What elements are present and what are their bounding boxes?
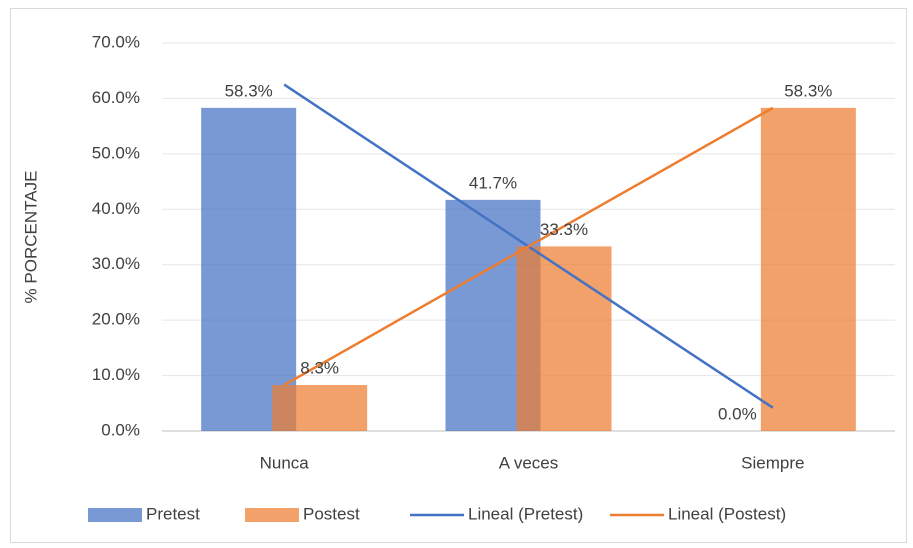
y-tick-label: 20.0%: [92, 310, 140, 329]
x-tick-label: Siempre: [741, 453, 804, 472]
y-tick-label: 30.0%: [92, 254, 140, 273]
bar: [516, 246, 612, 431]
y-tick-label: 70.0%: [92, 32, 140, 51]
bar: [760, 107, 856, 431]
data-label: 58.3%: [784, 81, 832, 100]
bar: [272, 384, 368, 431]
y-tick-label: 40.0%: [92, 199, 140, 218]
data-label: 33.3%: [540, 220, 588, 239]
y-tick-label: 0.0%: [101, 420, 140, 439]
y-tick-label: 50.0%: [92, 143, 140, 162]
legend-label: Lineal (Pretest): [468, 504, 583, 523]
y-axis-label: % PORCENTAJE: [21, 171, 40, 304]
data-label: 41.7%: [469, 173, 517, 192]
y-tick-label: 10.0%: [92, 365, 140, 384]
legend-label: Pretest: [146, 504, 200, 523]
x-tick-label: Nunca: [260, 453, 310, 472]
legend-swatch: [88, 508, 142, 522]
data-label: 58.3%: [225, 81, 273, 100]
trendline: [283, 106, 774, 387]
data-label: 0.0%: [718, 404, 757, 423]
legend-label: Lineal (Postest): [668, 504, 786, 523]
bar: [201, 107, 297, 431]
legend-swatch: [245, 508, 299, 522]
x-tick-label: A veces: [499, 453, 559, 472]
data-label: 8.3%: [300, 358, 339, 377]
legend-label: Postest: [303, 504, 360, 523]
y-tick-label: 60.0%: [92, 88, 140, 107]
